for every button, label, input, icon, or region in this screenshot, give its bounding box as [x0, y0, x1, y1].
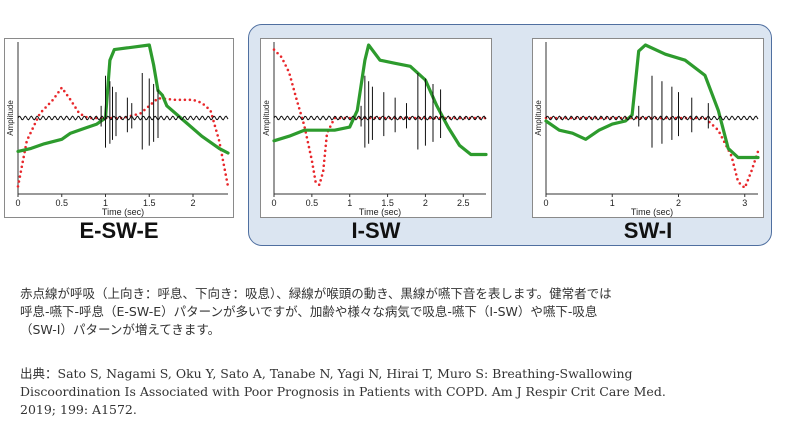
x-tick-label: 1.5: [381, 198, 394, 208]
pattern-label-e-sw-e: E-SW-E: [79, 218, 159, 243]
caption-line: 呼息-嚥下-呼息（E-SW-E）パターンが多いですが、加齢や様々な病気で吸息-嚥…: [20, 304, 598, 319]
x-axis-label: Time (sec): [631, 207, 673, 217]
x-tick-label: 0: [271, 198, 276, 208]
y-axis-label: Amplitude: [534, 100, 543, 136]
larynx-series-line: [272, 43, 488, 157]
panel-frame-sw-i: [532, 38, 764, 218]
x-tick-label: 0: [543, 198, 548, 208]
x-tick-label: 1: [610, 198, 615, 208]
caption: 赤点線が呼吸（上向き：呼息、下向き：吸息）、緑線が喉頭の動き、黒線が嚥下音を表し…: [20, 285, 770, 339]
pattern-label-sw-i: SW-I: [623, 218, 673, 243]
sound-series-line: [17, 115, 229, 121]
x-axis-label: Time (sec): [102, 207, 144, 217]
respiration-series-line: [544, 116, 760, 190]
x-tick-label: 1: [347, 198, 352, 208]
y-axis-label: Amplitude: [6, 100, 15, 136]
y-axis-label: Amplitude: [262, 100, 271, 136]
x-tick-label: 1: [103, 198, 108, 208]
panel-frame-e-sw-e: [4, 38, 234, 218]
source-line: 2019; 199: A1572.: [20, 402, 137, 417]
sound-series-line: [273, 115, 487, 121]
caption-line: 赤点線が呼吸（上向き：呼息、下向き：吸息）、緑線が喉頭の動き、黒線が嚥下音を表し…: [20, 286, 612, 301]
x-tick-label: 0.5: [306, 198, 319, 208]
x-tick-label: 1.5: [143, 198, 156, 208]
source-line: Discoordination Is Associated with Poor …: [20, 384, 666, 399]
x-tick-label: 2: [190, 198, 195, 208]
x-tick-label: 2: [423, 198, 428, 208]
x-tick-label: 0: [15, 198, 20, 208]
chart-sw-i: 0 1 2 3 Time (sec) Amplitude: [534, 42, 760, 217]
x-tick-label: 0.5: [55, 198, 68, 208]
chart-e-sw-e: 0 0.5 1 1.5 2 Time (sec) Amplitude: [6, 42, 230, 217]
chart-i-sw: 0 0.5 1 1.5 2 2.5 Time (sec) Amplitude: [262, 42, 488, 217]
source-citation: 出典：Sato S, Nagami S, Oku Y, Sato A, Tana…: [20, 365, 770, 419]
pattern-label-i-sw: I-SW: [351, 218, 401, 243]
x-tick-label: 3: [742, 198, 747, 208]
panel-frame-i-sw: [260, 38, 492, 218]
larynx-series-line: [544, 43, 760, 160]
caption-line: （SW-I）パターンが増えてきます。: [20, 322, 221, 337]
larynx-series-line: [16, 43, 230, 155]
x-axis-label: Time (sec): [359, 207, 401, 217]
respiration-series-line: [16, 86, 230, 188]
x-tick-label: 2: [676, 198, 681, 208]
x-tick-label: 2.5: [457, 198, 470, 208]
source-line: 出典：Sato S, Nagami S, Oku Y, Sato A, Tana…: [20, 366, 633, 381]
